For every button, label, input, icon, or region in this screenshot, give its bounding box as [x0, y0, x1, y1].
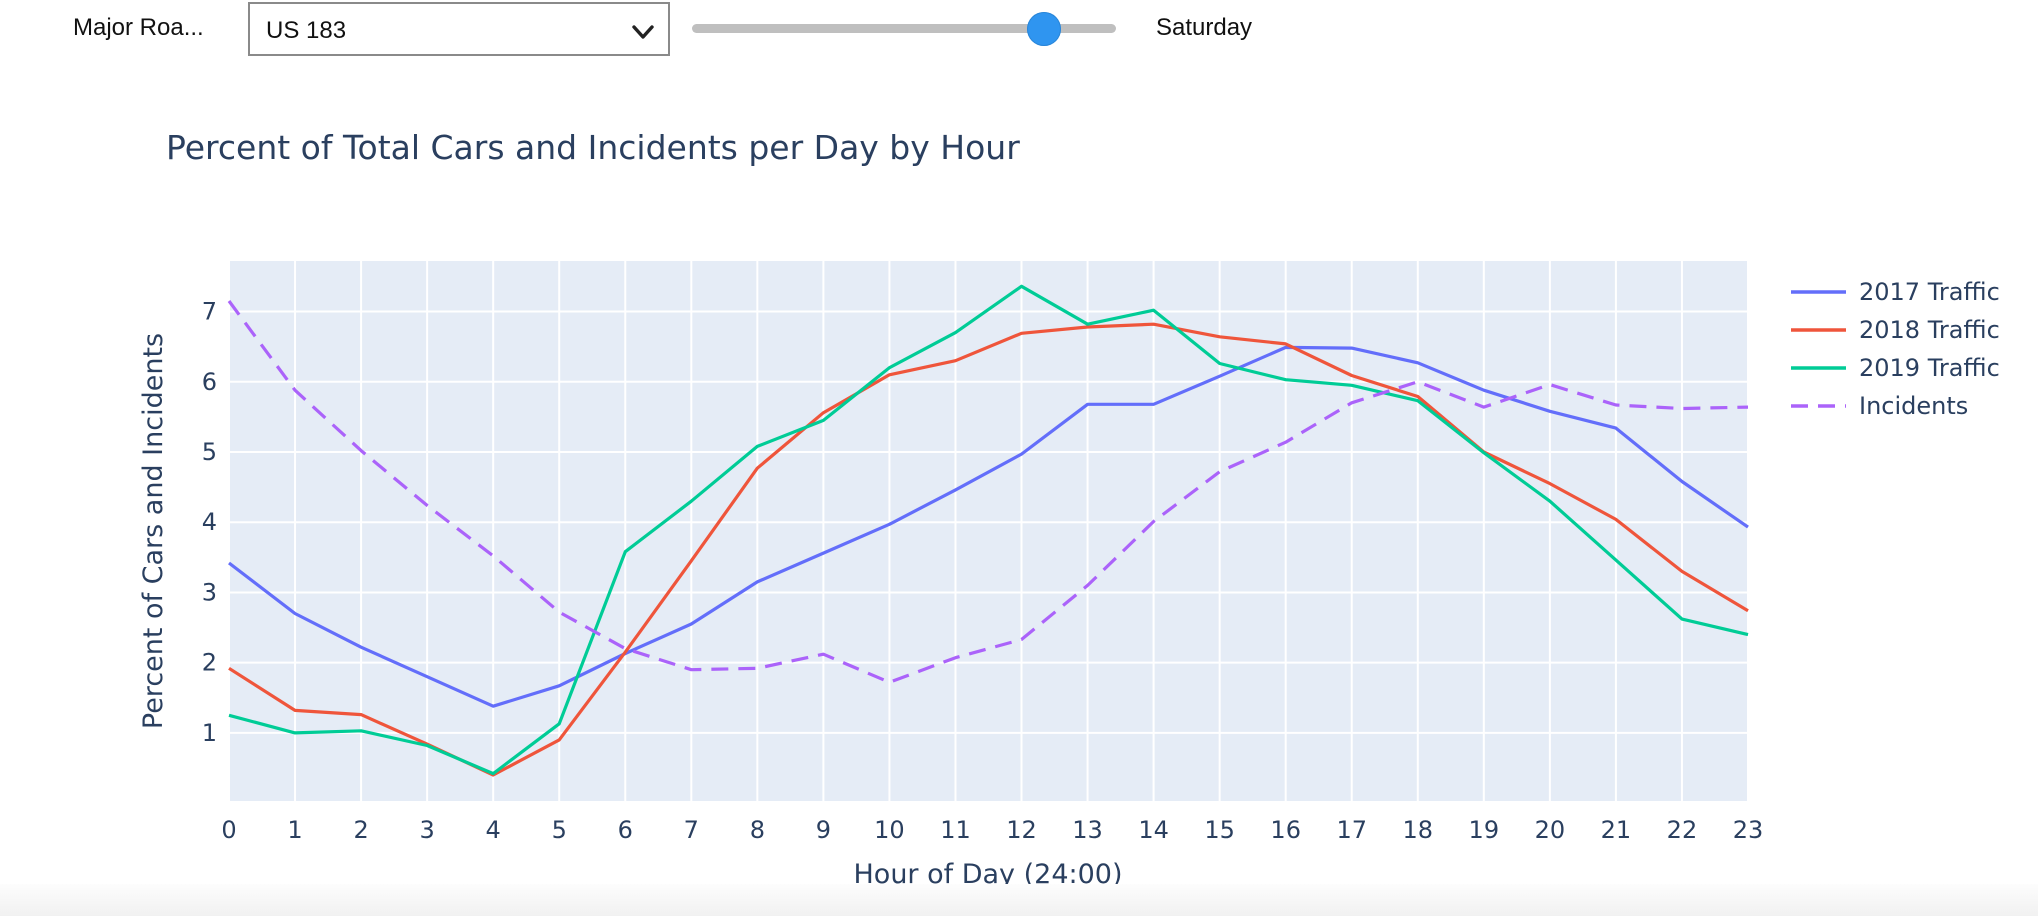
legend-label: 2018 Traffic [1859, 316, 2000, 344]
x-tick-label: 7 [684, 816, 699, 844]
x-tick-label: 8 [750, 816, 765, 844]
x-tick-label: 21 [1601, 816, 1632, 844]
x-tick-label: 12 [1006, 816, 1037, 844]
plot-area [229, 261, 1748, 801]
series-lines [227, 284, 1749, 777]
day-slider-thumb[interactable] [1026, 12, 1061, 46]
y-tick-label: 5 [202, 438, 217, 466]
controls-bar: Major Roa... US 183 Saturday [0, 0, 2038, 70]
footer-band [0, 884, 2038, 916]
x-tick-label: 11 [940, 816, 971, 844]
day-slider[interactable] [690, 12, 1118, 46]
y-tick-label: 3 [202, 578, 217, 606]
y-axis-title: Percent of Cars and Incidents [138, 333, 169, 729]
series-line-incidents [227, 300, 1749, 684]
x-tick-label: 17 [1336, 816, 1367, 844]
x-tick-label: 10 [874, 816, 905, 844]
x-tick-labels: 0 1 2 3 4 5 6 7 8 9 10 11 12 13 14 15 16 17 18 19 20 21 22 23 [221, 816, 1763, 844]
road-dropdown[interactable]: US 183 [248, 2, 670, 56]
y-tick-label: 4 [202, 508, 217, 536]
series-line-2017-traffic [228, 345, 1749, 708]
x-tick-label: 13 [1072, 816, 1103, 844]
gridlines [228, 261, 1749, 801]
x-tick-label: 5 [552, 816, 567, 844]
day-label: Saturday [1156, 14, 1253, 41]
x-tick-label: 15 [1204, 816, 1235, 844]
x-tick-label: 0 [221, 816, 236, 844]
x-tick-label: 14 [1138, 816, 1169, 844]
y-tick-label: 7 [202, 298, 217, 326]
day-slider-track[interactable] [692, 24, 1116, 33]
y-tick-labels: 1 2 3 4 5 6 7 [202, 298, 217, 747]
legend: 2017 Traffic 2018 Traffic 2019 Traffic Inci… [1791, 278, 2000, 420]
y-tick-label: 6 [202, 368, 217, 396]
x-tick-label: 16 [1270, 816, 1301, 844]
legend-label: 2017 Traffic [1859, 278, 2000, 306]
x-tick-label: 22 [1667, 816, 1698, 844]
x-tick-label: 18 [1403, 816, 1434, 844]
y-tick-label: 2 [202, 649, 217, 677]
x-tick-label: 6 [618, 816, 633, 844]
x-tick-label: 3 [419, 816, 434, 844]
legend-label: Incidents [1859, 392, 1968, 420]
x-tick-label: 4 [486, 816, 501, 844]
x-tick-label: 9 [816, 816, 831, 844]
x-tick-label: 23 [1733, 816, 1764, 844]
road-dropdown-value: US 183 [266, 17, 347, 44]
x-tick-label: 20 [1535, 816, 1566, 844]
x-tick-label: 2 [353, 816, 368, 844]
y-tick-label: 1 [202, 719, 217, 747]
series-line-2019-traffic [228, 284, 1749, 776]
chevron-down-icon [632, 25, 654, 39]
chart-title: Percent of Total Cars and Incidents per … [166, 128, 1020, 167]
x-tick-label: 19 [1469, 816, 1500, 844]
legend-label: 2019 Traffic [1859, 354, 2000, 382]
x-tick-label: 1 [287, 816, 302, 844]
